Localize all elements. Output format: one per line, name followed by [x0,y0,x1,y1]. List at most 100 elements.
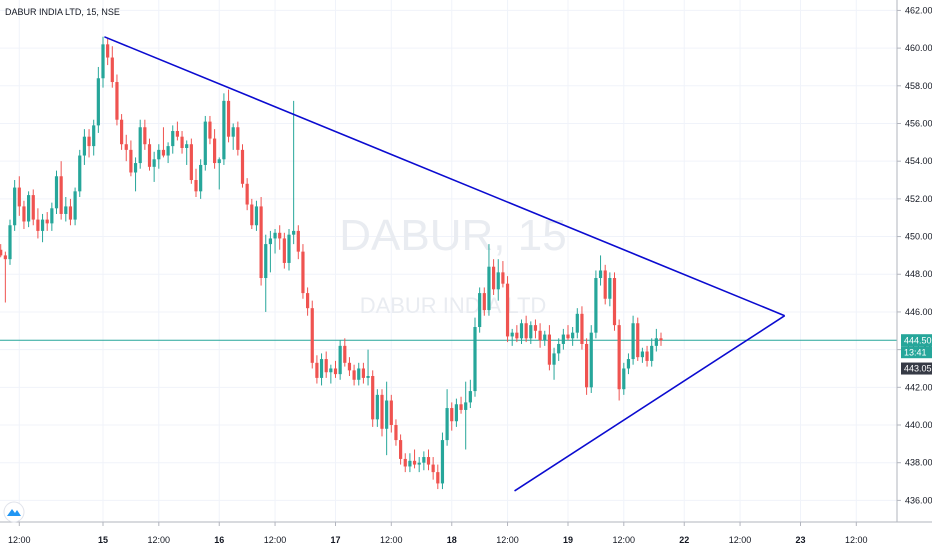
candle-body [120,119,124,145]
candle [226,89,231,143]
candle [659,332,663,346]
candle-body [450,408,454,422]
candle-body [166,146,170,156]
candle-body [519,323,524,339]
candle [189,138,193,184]
candle-body [310,308,314,363]
trendlines[interactable] [104,36,786,492]
candle-body [40,219,45,231]
last-price-badge-bg [901,334,932,347]
candle [250,198,254,230]
time-axis-label: 12:00 [264,535,287,545]
candle [120,114,124,150]
candle-body [333,368,338,375]
candle [515,325,519,343]
candle [445,389,449,446]
candle [217,157,221,190]
candle-body [589,332,593,388]
candle [254,200,259,231]
candle [292,100,296,245]
candle [180,131,184,154]
candle [106,38,110,66]
candle [654,328,658,352]
candle-body [375,394,379,420]
candle-body [543,334,547,341]
candle-body [13,187,17,226]
candle-body [329,368,333,373]
candle-body [431,464,435,473]
candle [352,364,356,386]
trendline[interactable] [514,315,786,492]
candle-body [3,255,7,260]
candle-body [394,425,398,441]
candle-body [496,272,500,290]
candle [524,315,528,343]
candle-body [17,187,21,207]
candle [171,125,175,154]
candle-body [82,136,86,156]
candle [496,259,500,301]
candle [650,338,654,367]
candle [403,453,407,473]
time-axis-label: 12:00 [496,535,519,545]
candle [608,272,612,307]
candle-body [440,440,445,484]
candle [343,338,347,367]
candle [152,151,156,182]
candle-body [343,345,347,363]
tradingview-logo-icon[interactable] [3,501,25,523]
candle [594,270,598,339]
candle-body [189,144,193,181]
price-axis-label: 436.00 [905,495,932,505]
candle [147,138,152,171]
candle [366,349,370,386]
candle [505,276,510,343]
countdown-badge: 13:41 [901,346,932,359]
candle-body [473,327,477,392]
candle [603,264,607,305]
candle [36,208,40,239]
candle-body [54,176,59,209]
candle-body [133,163,138,173]
candle [78,149,82,197]
candle-body [278,232,282,239]
countdown-badge-bg [901,346,932,359]
candle [27,191,31,228]
candle [92,119,96,156]
candle [589,325,593,393]
candle-body [389,400,393,426]
price-axis-label: 460.00 [905,43,932,53]
candle [468,379,472,409]
logo-mark [7,509,21,516]
candle [580,306,584,350]
candle-body [515,332,519,339]
candle [115,74,119,126]
candle [575,308,579,339]
candle-body [561,334,565,344]
candle [199,159,203,199]
candle [143,119,147,150]
candle-body [426,457,431,465]
watermark-name: DABUR INDIA LTD [360,293,547,318]
candle [324,351,328,378]
candle [166,142,170,164]
candle [645,345,649,367]
candle [8,219,12,265]
candle [529,321,533,344]
trendline[interactable] [104,36,785,317]
price-axis-label: 454.00 [905,156,932,166]
candle-body [180,136,184,148]
candle [22,200,26,230]
candle [13,180,17,231]
candle-body [222,100,226,160]
candle [612,272,617,331]
candle-body [482,293,486,311]
candle [492,259,496,295]
candle [389,394,393,433]
candle [561,328,565,350]
candle-body [371,376,375,420]
candle-body [399,440,403,459]
